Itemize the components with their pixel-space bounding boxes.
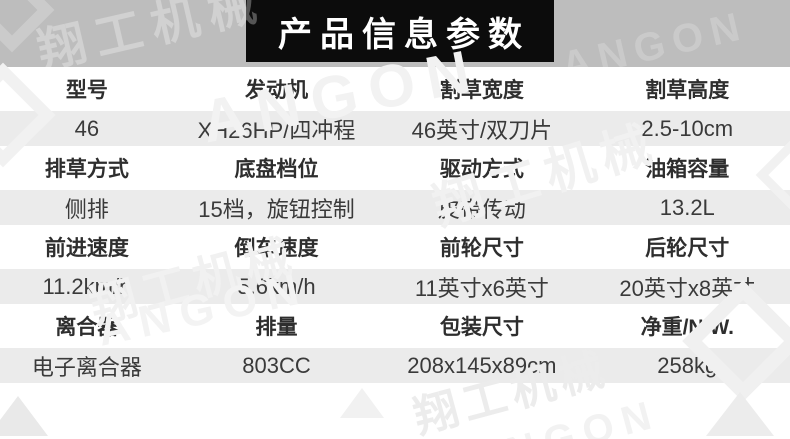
table-row: 侧排 15档，旋钮控制 皮带传动 13.2L <box>0 190 790 225</box>
spec-value-model: 46 <box>74 115 100 141</box>
spec-label-forward-speed: 前进速度 <box>44 237 129 260</box>
spec-label-clutch: 离合器 <box>55 316 119 339</box>
brand-watermark-en-bottom: ANGON <box>465 391 665 439</box>
spec-value-package-size: 208x145x89cm <box>407 352 557 378</box>
spec-value-clutch: 电子离合器 <box>31 354 142 380</box>
spec-label-net-weight: 净重/N.W. <box>640 316 734 339</box>
spec-value-engine: XH26HP/四冲程 <box>197 117 356 143</box>
table-row: 前进速度 倒车速度 前轮尺寸 后轮尺寸 <box>0 225 790 269</box>
spec-label-fuel-tank: 油箱容量 <box>645 158 730 181</box>
logo-triangle-icon <box>340 388 384 418</box>
table-row: 电子离合器 803CC 208x145x89cm 258kg <box>0 348 790 383</box>
spec-label-cutting-height: 割草高度 <box>645 79 730 102</box>
spec-label-model: 型号 <box>65 79 108 102</box>
spec-value-fuel-tank: 13.2L <box>659 194 715 220</box>
table-row: 排草方式 底盘档位 驱动方式 油箱容量 <box>0 146 790 190</box>
table-row: 离合器 排量 包装尺寸 净重/N.W. <box>0 304 790 348</box>
logo-triangle-icon <box>0 396 48 436</box>
spec-label-reverse-speed: 倒车速度 <box>234 237 319 260</box>
table-row: 46 XH26HP/四冲程 46英寸/双刀片 2.5-10cm <box>0 111 790 146</box>
spec-value-reverse-speed: 5.6km/h <box>237 273 316 299</box>
spec-label-discharge-mode: 排草方式 <box>44 158 129 181</box>
spec-value-net-weight: 258kg <box>657 352 718 378</box>
table-row: 型号 发动机 割草宽度 割草高度 <box>0 67 790 111</box>
spec-label-engine: 发动机 <box>244 79 308 102</box>
spec-label-drive-mode: 驱动方式 <box>439 158 524 181</box>
spec-value-front-wheel-size: 11英寸x6英寸 <box>414 275 549 301</box>
top-banner: 产品信息参数 <box>0 0 790 67</box>
logo-triangle-icon <box>706 392 774 436</box>
title-box: 产品信息参数 <box>246 0 554 62</box>
spec-value-cutting-height: 2.5-10cm <box>641 115 734 141</box>
spec-value-discharge-mode: 侧排 <box>64 196 109 222</box>
spec-value-drive-mode: 皮带传动 <box>437 196 526 222</box>
spec-value-displacement: 803CC <box>242 352 311 378</box>
spec-value-chassis-gears: 15档，旋钮控制 <box>198 196 355 222</box>
spec-label-package-size: 包装尺寸 <box>439 316 524 339</box>
spec-label-chassis-gears: 底盘档位 <box>234 158 319 181</box>
spec-value-rear-wheel-size: 20英寸x8英寸 <box>619 275 756 301</box>
spec-label-cutting-width: 割草宽度 <box>439 79 524 102</box>
spec-label-displacement: 排量 <box>255 316 298 339</box>
spec-label-front-wheel-size: 前轮尺寸 <box>439 237 524 260</box>
spec-label-rear-wheel-size: 后轮尺寸 <box>645 237 730 260</box>
table-row: 11.2km/h 5.6km/h 11英寸x6英寸 20英寸x8英寸 <box>0 269 790 304</box>
spec-value-cutting-width: 46英寸/双刀片 <box>411 117 553 143</box>
page-title: 产品信息参数 <box>278 15 530 54</box>
spec-value-forward-speed: 11.2km/h <box>42 273 132 299</box>
spec-table: 型号 发动机 割草宽度 割草高度 46 XH26HP/四冲程 46英寸/双刀片 … <box>0 67 790 383</box>
